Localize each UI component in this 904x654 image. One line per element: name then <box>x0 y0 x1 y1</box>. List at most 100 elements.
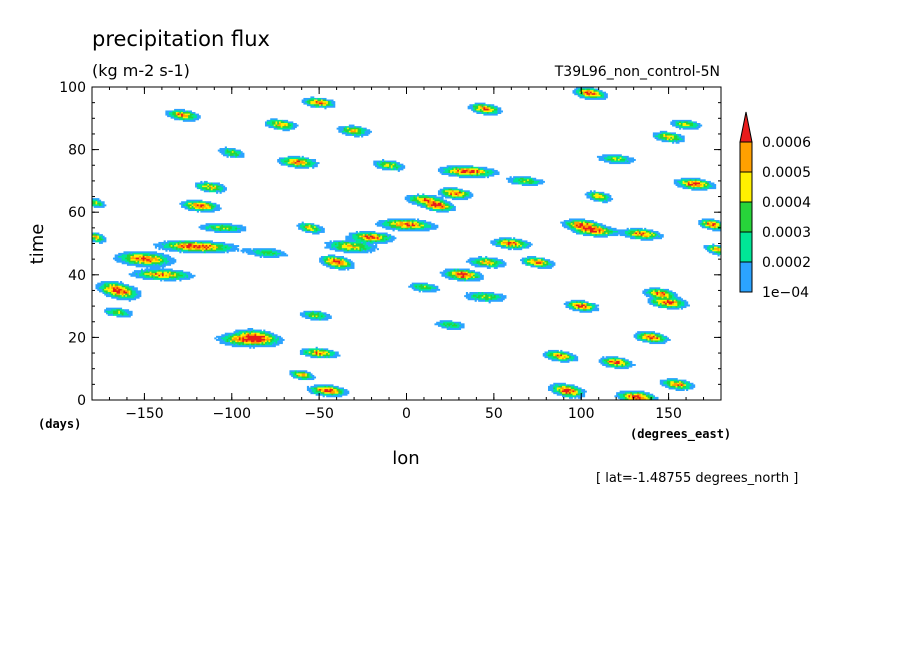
precip-cell <box>656 298 671 301</box>
precip-cell <box>376 238 381 241</box>
precip-cell <box>673 137 678 140</box>
precip-cell <box>686 381 689 384</box>
precip-cell <box>320 389 324 392</box>
precip-cell <box>334 256 344 258</box>
precip-cell <box>598 91 603 94</box>
precip-cell <box>245 343 250 346</box>
precip-cell <box>160 259 163 262</box>
precip-cell <box>490 108 495 111</box>
precip-cell <box>163 246 172 249</box>
precip-cell <box>383 221 388 224</box>
precip-cell <box>382 162 392 165</box>
precip-cell <box>663 382 668 385</box>
precip-cell <box>663 135 666 138</box>
precip-cell <box>645 230 650 233</box>
precip-cell <box>593 90 598 93</box>
precip-cell <box>195 209 201 212</box>
precip-cell <box>175 248 179 251</box>
precip-cell <box>163 245 170 248</box>
precip-cell <box>499 238 502 241</box>
precip-cell <box>382 223 390 226</box>
precip-cell <box>205 201 212 204</box>
precip-cell <box>528 257 540 260</box>
precip-cell <box>436 205 442 208</box>
precip-cell <box>666 302 669 305</box>
precip-cell <box>333 389 338 392</box>
precip-cell <box>324 241 334 244</box>
precip-cell <box>637 398 640 401</box>
precip-cell <box>423 224 432 227</box>
precip-cell <box>443 205 446 208</box>
precip-cell <box>310 387 315 390</box>
precip-cell <box>548 389 554 392</box>
precip-cell <box>315 346 318 349</box>
precip-cell <box>336 248 339 251</box>
precip-cell <box>600 362 605 365</box>
precip-cell <box>605 360 608 363</box>
precip-cell <box>458 194 463 197</box>
precip-cell <box>376 248 379 251</box>
precip-cell <box>465 171 470 174</box>
precip-cell <box>602 91 607 94</box>
precip-cell <box>448 169 451 172</box>
precip-cell <box>217 187 224 190</box>
precip-cell <box>441 202 444 205</box>
precip-cell <box>284 157 306 160</box>
precip-cell <box>672 296 676 299</box>
precip-cell <box>216 248 224 251</box>
precip-cell <box>203 246 206 249</box>
precip-cell <box>567 392 570 395</box>
precip-cell <box>609 234 619 237</box>
precip-cell <box>451 194 458 197</box>
precip-cell <box>654 137 659 140</box>
precip-cell <box>624 395 629 398</box>
precip-cell <box>109 293 112 296</box>
precip-cell <box>715 224 720 227</box>
precip-cell <box>677 135 680 138</box>
precip-cell <box>306 104 311 107</box>
precip-cell <box>462 169 469 172</box>
precip-cell <box>154 259 159 262</box>
precip-cell <box>626 160 629 163</box>
precip-cell <box>397 166 400 169</box>
precip-cell <box>679 304 685 307</box>
precip-cell <box>652 290 656 293</box>
precip-cell <box>102 288 105 291</box>
precip-cell <box>707 227 713 230</box>
precip-cell <box>93 205 105 208</box>
precip-cell <box>502 262 507 265</box>
precip-cell <box>719 248 722 251</box>
precip-cell <box>376 240 386 243</box>
precip-cell <box>565 395 577 398</box>
precip-cell <box>472 276 476 279</box>
precip-cell <box>448 166 451 169</box>
precip-cell <box>361 248 364 251</box>
precip-cell <box>345 238 355 241</box>
precip-cell <box>306 389 313 392</box>
precip-cell <box>306 378 315 381</box>
precip-cell <box>306 373 310 376</box>
precip-cell <box>343 129 351 132</box>
precip-cell <box>334 390 338 393</box>
precip-cell <box>315 390 322 393</box>
precip-cell <box>322 102 327 105</box>
precip-cell <box>710 223 713 226</box>
precip-cell <box>191 243 194 246</box>
precip-cell <box>457 276 460 279</box>
precip-cell <box>165 110 173 113</box>
precip-cell <box>684 302 689 305</box>
precip-cell <box>364 130 372 133</box>
precip-cell <box>570 304 573 307</box>
precip-cell <box>308 315 313 318</box>
precip-cell <box>209 246 213 249</box>
precip-cell <box>114 287 117 290</box>
precip-cell <box>603 226 612 229</box>
precip-cell <box>525 263 528 266</box>
precip-cell <box>432 198 435 201</box>
precip-cell <box>338 392 343 395</box>
precip-cell <box>467 270 470 273</box>
precip-cell <box>593 235 608 238</box>
precip-cell <box>621 365 624 368</box>
precip-cell <box>460 190 465 193</box>
precip-cell <box>308 374 311 377</box>
